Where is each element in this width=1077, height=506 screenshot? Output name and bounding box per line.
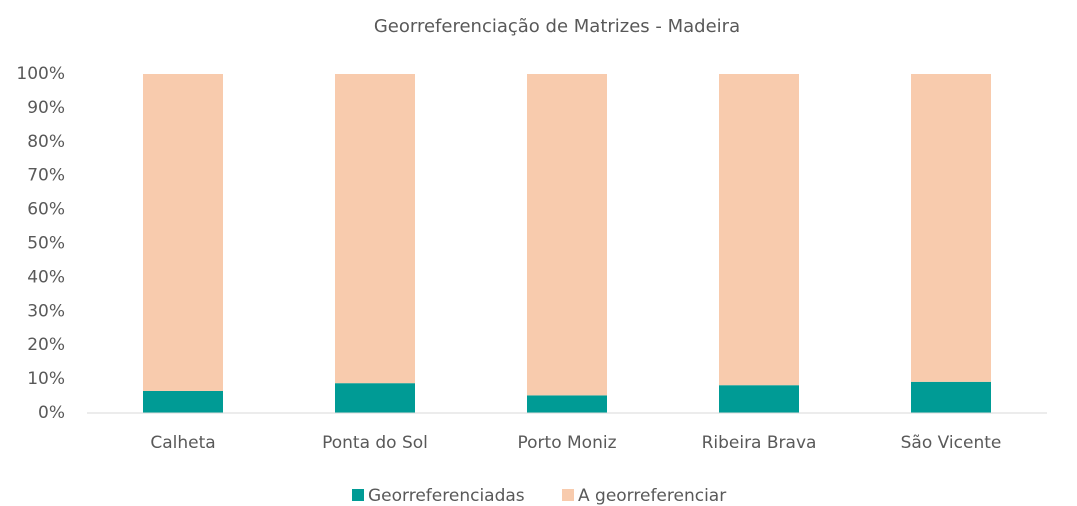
bar-segment <box>527 74 607 396</box>
y-tick-label: 70% <box>27 166 65 186</box>
x-tick-label: Calheta <box>150 433 215 453</box>
x-tick-label: Ponta do Sol <box>322 433 428 453</box>
legend-label: Georreferenciadas <box>368 486 525 506</box>
bar-segment <box>911 74 991 382</box>
legend-swatch <box>562 489 574 501</box>
x-tick-label: Porto Moniz <box>518 433 617 453</box>
bar-segment <box>527 395 607 413</box>
y-tick-label: 80% <box>27 132 65 152</box>
y-tick-label: 50% <box>27 234 65 254</box>
bar-segment <box>911 381 991 413</box>
bar-segment <box>719 385 799 413</box>
chart-title: Georreferenciação de Matrizes - Madeira <box>374 16 740 37</box>
y-tick-label: 0% <box>38 403 65 423</box>
legend-label: A georreferenciar <box>578 486 726 506</box>
y-tick-label: 20% <box>27 335 65 355</box>
y-tick-label: 30% <box>27 301 65 321</box>
bar-segment <box>719 74 799 386</box>
bar-segment <box>143 390 223 413</box>
y-tick-label: 40% <box>27 267 65 287</box>
y-tick-label: 90% <box>27 98 65 118</box>
x-tick-label: Ribeira Brava <box>702 433 817 453</box>
x-tick-label: São Vicente <box>901 433 1002 453</box>
bar-segment <box>143 74 223 391</box>
y-tick-label: 100% <box>16 64 65 84</box>
y-tick-label: 10% <box>27 369 65 389</box>
legend-swatch <box>352 489 364 501</box>
bar-segment <box>335 74 415 384</box>
bar-segment <box>335 383 415 413</box>
y-tick-label: 60% <box>27 200 65 220</box>
